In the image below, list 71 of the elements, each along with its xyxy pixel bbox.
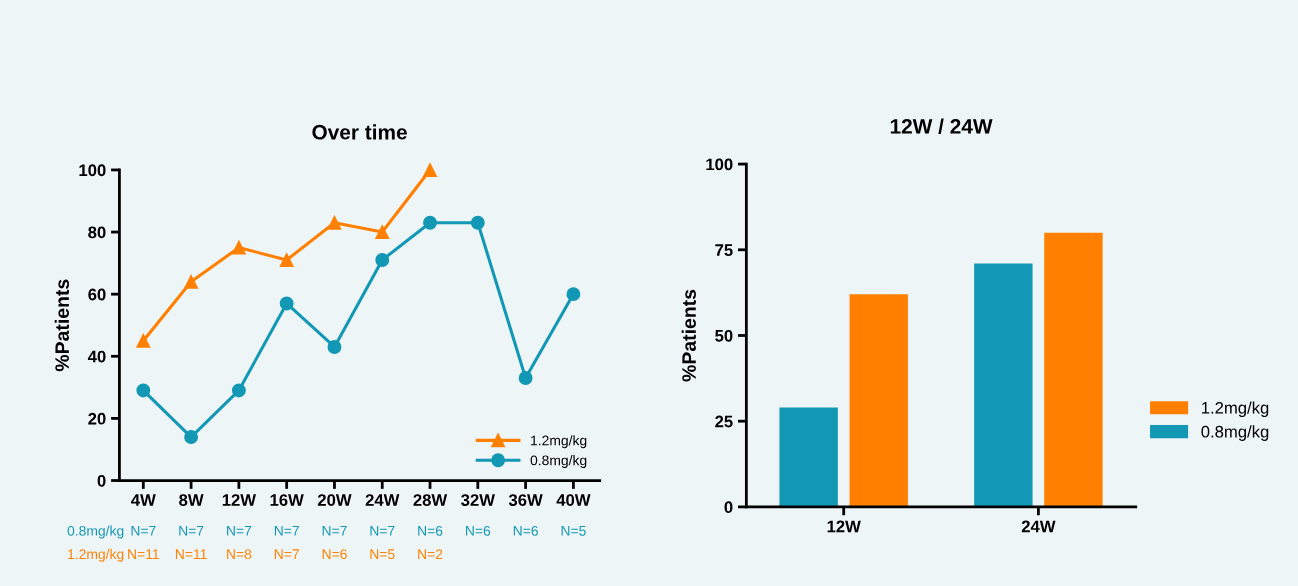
text: N=7 <box>322 526 347 536</box>
text: N=7 <box>274 526 299 536</box>
x-tick-label: 36W <box>508 494 543 506</box>
x-tick-label: 12W <box>827 520 861 533</box>
point <box>279 296 294 311</box>
bar <box>779 407 838 507</box>
text: N=11 <box>175 549 207 559</box>
x-tick-label: 40W <box>556 494 591 506</box>
chart-title: 12W / 24W <box>890 118 993 134</box>
text: 1.2mg/kg <box>68 548 124 562</box>
text: N=11 <box>128 549 159 559</box>
y-tick-label: 80 <box>88 226 106 239</box>
text: N=7 <box>370 526 395 536</box>
point <box>136 333 151 348</box>
legend-label: 1.2mg/kg <box>1202 401 1269 418</box>
point <box>231 240 246 255</box>
text: N=2 <box>418 549 443 559</box>
text: N=6 <box>322 549 347 560</box>
text: N=8 <box>227 549 252 560</box>
legend-label: 0.8mg/kg <box>1201 425 1269 441</box>
text: 0.8mg/kg <box>67 525 124 539</box>
x-tick-label: 24W <box>365 494 400 506</box>
x-tick-label: 16W <box>270 494 304 506</box>
text: N=7 <box>274 549 299 559</box>
point <box>327 215 342 230</box>
bar <box>849 294 908 507</box>
point <box>423 162 437 177</box>
point <box>375 253 390 267</box>
point <box>136 383 151 398</box>
text: N=7 <box>179 526 204 536</box>
y-tick-label: 50 <box>715 329 733 342</box>
y-tick-label: 20 <box>88 412 106 425</box>
y-axis-title: %Patients <box>681 289 696 382</box>
text: N=5 <box>561 526 586 536</box>
point <box>518 371 533 385</box>
x-tick-label: 28W <box>413 494 448 506</box>
point <box>184 430 199 444</box>
y-tick-label: 0 <box>724 501 733 514</box>
text: N=7 <box>131 526 156 536</box>
point <box>231 383 246 398</box>
x-tick-label: 20W <box>317 494 352 506</box>
y-tick-label: 0 <box>97 474 106 487</box>
y-tick-label: 75 <box>715 244 733 256</box>
text: N=7 <box>227 526 252 536</box>
point <box>375 225 390 240</box>
point <box>566 287 581 302</box>
text: N=5 <box>370 549 395 560</box>
x-tick-label: 24W <box>1021 520 1056 533</box>
bar <box>1044 232 1103 507</box>
x-tick-label: 32W <box>461 494 495 506</box>
y-tick-label: 100 <box>706 158 733 171</box>
point <box>279 253 294 267</box>
y-tick-label: 25 <box>715 415 733 428</box>
text: N=6 <box>513 525 538 536</box>
point <box>470 215 485 230</box>
y-tick-label: 100 <box>79 164 106 177</box>
text: N=6 <box>466 525 491 536</box>
legend-label: 1.2mg/kg <box>531 435 587 449</box>
y-axis-title: %Patients <box>54 279 70 372</box>
point <box>327 340 342 354</box>
chart-title: Over time <box>312 124 407 140</box>
point <box>423 215 437 230</box>
text: N=6 <box>418 525 443 536</box>
x-tick-label: 4W <box>131 494 156 506</box>
x-tick-label: 8W <box>179 494 204 506</box>
point <box>184 274 199 289</box>
legend-label: 0.8mg/kg <box>530 455 587 469</box>
bar <box>974 263 1033 507</box>
x-tick-label: 12W <box>222 494 256 506</box>
y-tick-label: 40 <box>87 350 106 363</box>
y-tick-label: 60 <box>88 288 106 301</box>
